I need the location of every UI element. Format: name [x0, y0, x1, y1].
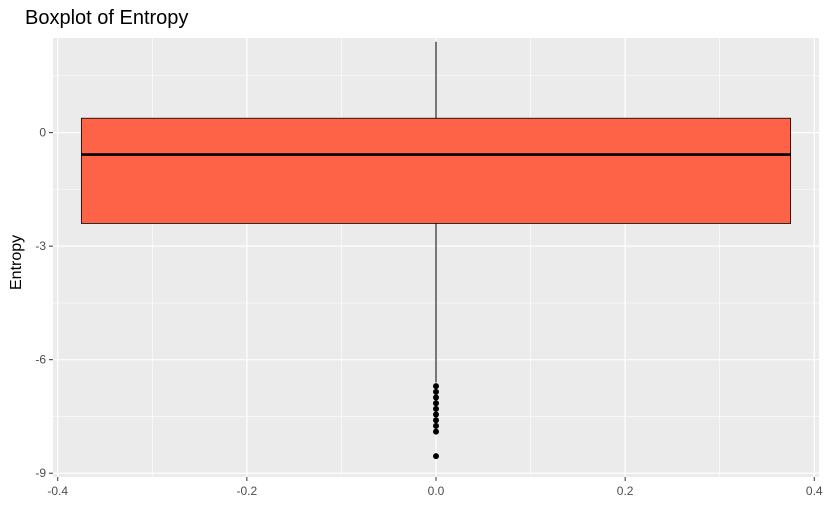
x-tick-label: -0.2 [237, 484, 258, 498]
y-tick-label: 0 [39, 126, 46, 140]
y-tick-label: -9 [35, 466, 46, 480]
outlier-point [433, 383, 439, 390]
axis-ticks: -0.4 -0.2 0.0 0.2 0.4 0 -3 -6 -9 [35, 126, 823, 498]
outlier-point [433, 422, 439, 429]
x-tick-label: 0.2 [617, 484, 634, 498]
outlier-point [433, 428, 439, 435]
iqr-box [80, 117, 792, 224]
box-layer [80, 41, 792, 460]
outlier-point [433, 388, 439, 395]
x-tick-label: -0.4 [47, 484, 68, 498]
outlier-point [433, 405, 439, 412]
y-tick-label: -6 [35, 353, 46, 367]
chart-title: Boxplot of Entropy [25, 7, 189, 29]
outlier-point [433, 453, 439, 460]
y-tick-label: -3 [35, 239, 46, 253]
outlier-point [433, 394, 439, 401]
x-tick-label: 0.4 [806, 484, 823, 498]
outlier-point [433, 411, 439, 418]
outlier-point [433, 417, 439, 424]
x-tick-label: 0.0 [428, 484, 445, 498]
outlier-point [433, 400, 439, 407]
